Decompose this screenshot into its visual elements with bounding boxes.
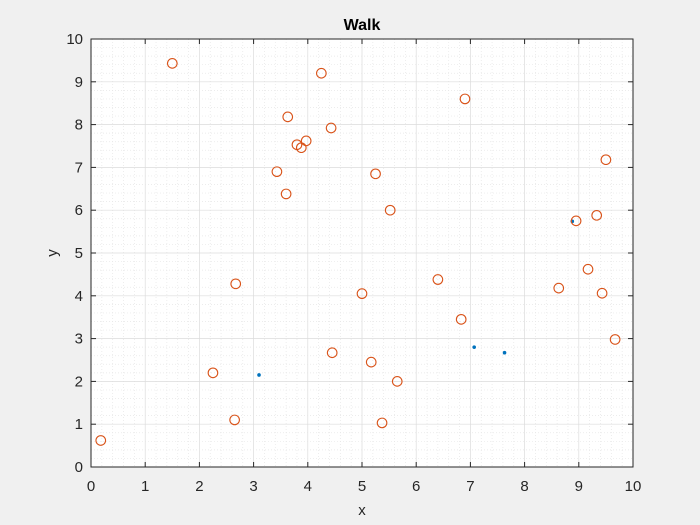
data-point-circle	[570, 215, 582, 227]
data-point-circle	[459, 93, 471, 105]
data-point-circle	[271, 166, 283, 178]
data-point-circle	[582, 263, 594, 275]
x-tick-label: 5	[358, 478, 366, 495]
x-tick-label: 8	[520, 478, 528, 495]
data-point-dot	[257, 373, 261, 377]
data-point-circle	[95, 435, 107, 446]
data-point-circle	[609, 334, 621, 345]
data-point-circle	[282, 111, 294, 123]
data-point-circle	[229, 414, 240, 426]
data-point-circle	[166, 58, 178, 69]
y-tick-label: 5	[75, 245, 83, 262]
y-tick-label: 9	[75, 74, 83, 91]
y-tick-label: 3	[75, 331, 83, 348]
data-point-circle	[207, 367, 219, 379]
x-axis-label: x	[358, 502, 366, 519]
y-tick-label: 2	[75, 373, 83, 390]
x-tick-label: 3	[249, 478, 257, 495]
x-tick-label: 2	[195, 478, 203, 495]
data-point-circle	[591, 209, 603, 221]
data-point-circle	[370, 168, 381, 180]
y-tick-label: 6	[75, 202, 83, 219]
data-point-dot	[472, 345, 476, 349]
data-point-circle	[356, 288, 368, 300]
x-tick-label: 7	[466, 478, 474, 495]
y-tick-label: 10	[66, 31, 83, 48]
x-tick-label: 4	[304, 478, 312, 495]
data-point-circle	[326, 347, 338, 359]
data-point-circle	[230, 278, 242, 290]
data-point-circle	[432, 274, 444, 285]
x-tick-label: 6	[412, 478, 420, 495]
data-point-circle	[325, 122, 337, 134]
data-point-circle	[600, 154, 612, 166]
data-point-circle	[300, 135, 312, 147]
y-tick-label: 4	[75, 288, 83, 305]
chart-title: Walk	[344, 17, 381, 34]
x-tick-label: 9	[575, 478, 583, 495]
data-point-circle	[365, 356, 377, 368]
data-point-dot	[502, 350, 507, 355]
data-point-circle	[280, 188, 292, 200]
data-point-circle	[455, 313, 467, 325]
y-tick-label: 8	[75, 117, 83, 134]
data-point-circle	[391, 376, 403, 387]
y-tick-label: 0	[75, 459, 83, 476]
y-tick-label: 7	[75, 159, 83, 176]
y-tick-label: 1	[75, 416, 83, 433]
x-tick-label: 0	[87, 478, 95, 495]
data-point-circle	[553, 282, 565, 294]
data-point-circle	[384, 204, 396, 216]
data-point-circle	[596, 287, 608, 299]
data-point-circle	[376, 417, 388, 429]
data-point-circle	[316, 67, 327, 79]
x-tick-label: 10	[625, 478, 642, 495]
y-axis-label: y	[44, 249, 61, 257]
x-tick-label: 1	[141, 478, 149, 495]
